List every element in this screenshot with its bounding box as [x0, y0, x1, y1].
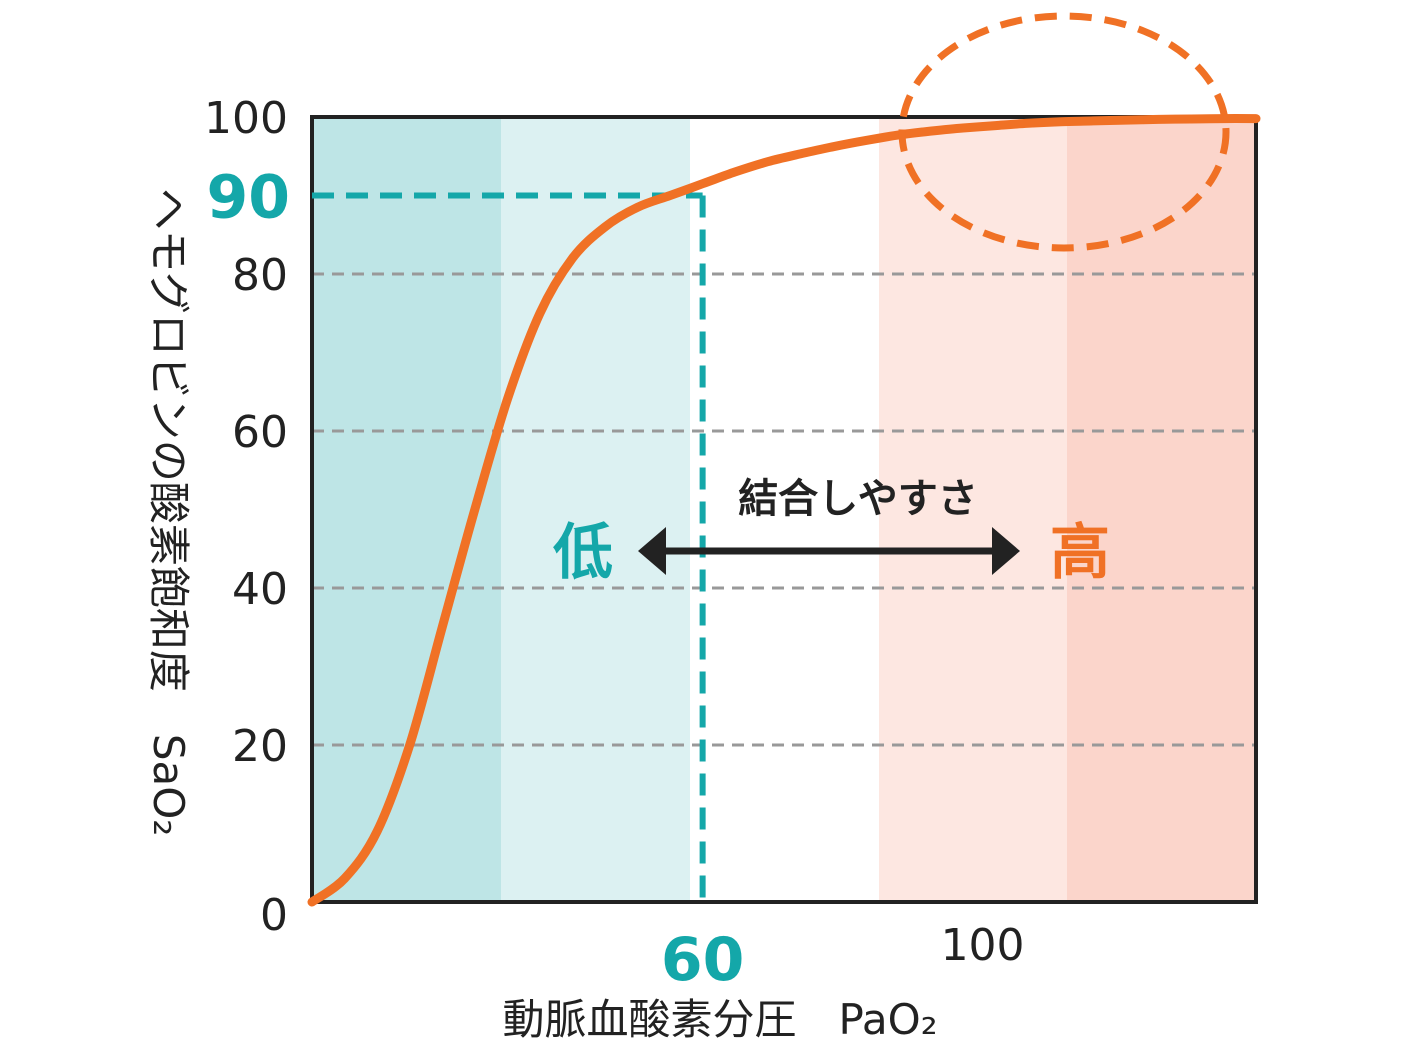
band-low-dark [312, 117, 501, 902]
highlight-x-label: 60 [661, 925, 745, 995]
affinity-annotation: 結合しやすさ [738, 476, 978, 522]
y-tick-label-20: 20 [232, 721, 288, 772]
affinity-arrow-left-head [638, 527, 666, 575]
series-line-sao2 [307, 114, 1261, 907]
y-tick-label-60: 60 [232, 407, 288, 458]
background-bands [312, 117, 1256, 902]
y-tick-label-40: 40 [232, 564, 288, 615]
affinity-arrow-right-head [992, 527, 1020, 575]
y-axis-label: ヘモグロビンの酸素飽和度 SaO₂ [144, 188, 193, 836]
highlight-y-label: 90 [207, 163, 291, 233]
x-tick-label-100: 100 [941, 920, 1025, 971]
gridlines [312, 272, 1256, 747]
band-high-dark [1067, 117, 1256, 902]
high-label: 高 [1050, 518, 1110, 588]
y-tick-label-100: 100 [204, 93, 288, 144]
y-tick-labels: 0 20 40 60 80 100 [204, 93, 288, 941]
y-tick-label-0: 0 [260, 890, 288, 941]
band-low-light [501, 117, 690, 902]
y-tick-label-80: 80 [232, 250, 288, 301]
plot-frame [310, 115, 1258, 904]
x-tick-labels: 100 [941, 920, 1025, 971]
plateau-emphasis-ellipse [898, 12, 1230, 252]
low-label: 低 [553, 518, 613, 588]
affinity-arrow [638, 527, 1020, 575]
x-axis-label: 動脈血酸素分圧 PaO₂ [502, 995, 937, 1044]
